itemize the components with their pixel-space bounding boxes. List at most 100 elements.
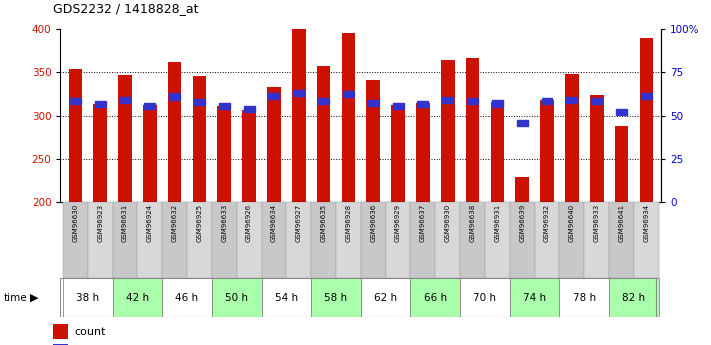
Bar — [435, 202, 460, 278]
Text: GSM96931: GSM96931 — [494, 204, 501, 242]
Text: GSM96635: GSM96635 — [321, 204, 326, 242]
Bar — [112, 202, 137, 278]
Bar — [212, 278, 262, 317]
Bar — [336, 202, 360, 278]
Bar — [417, 101, 428, 108]
Text: 62 h: 62 h — [374, 293, 397, 303]
Text: 70 h: 70 h — [474, 293, 496, 303]
Bar — [70, 98, 81, 104]
Bar — [360, 278, 410, 317]
Bar — [218, 106, 231, 202]
Bar — [212, 202, 237, 278]
Bar — [262, 278, 311, 317]
Bar — [162, 202, 187, 278]
Text: 58 h: 58 h — [324, 293, 348, 303]
Bar — [118, 75, 132, 202]
Bar — [442, 97, 453, 103]
Bar — [517, 120, 528, 127]
Text: GSM96641: GSM96641 — [619, 204, 624, 242]
Bar — [244, 106, 255, 112]
Text: 42 h: 42 h — [126, 293, 149, 303]
Text: GSM96630: GSM96630 — [73, 204, 78, 242]
Bar — [294, 90, 304, 96]
Text: GSM96638: GSM96638 — [469, 204, 476, 242]
Bar — [584, 202, 609, 278]
Bar — [639, 38, 653, 202]
Bar — [87, 202, 112, 278]
Bar — [311, 278, 360, 317]
Text: GSM96923: GSM96923 — [97, 204, 103, 242]
Text: GSM96925: GSM96925 — [196, 204, 203, 242]
Bar — [441, 60, 454, 202]
Bar — [119, 97, 130, 103]
Bar — [460, 202, 485, 278]
Bar — [560, 202, 584, 278]
Bar — [318, 98, 329, 104]
Bar — [311, 202, 336, 278]
Text: GSM96932: GSM96932 — [544, 204, 550, 242]
Bar — [460, 278, 510, 317]
Bar — [592, 98, 602, 104]
Bar — [63, 278, 112, 317]
Bar — [267, 87, 281, 202]
Text: ▶: ▶ — [30, 293, 38, 303]
Text: 74 h: 74 h — [523, 293, 546, 303]
Bar — [567, 97, 577, 103]
Bar — [168, 62, 181, 202]
Bar — [343, 91, 354, 97]
Bar — [615, 126, 629, 202]
Bar — [93, 104, 107, 202]
Bar — [137, 202, 162, 278]
Text: GSM96934: GSM96934 — [643, 204, 649, 242]
Bar — [237, 202, 262, 278]
Bar — [385, 202, 410, 278]
Bar — [565, 74, 579, 202]
Bar — [609, 278, 659, 317]
Bar — [410, 202, 435, 278]
Bar — [535, 202, 560, 278]
Bar — [609, 202, 634, 278]
Text: GSM96633: GSM96633 — [221, 204, 228, 242]
Text: GSM96639: GSM96639 — [519, 204, 525, 242]
Bar — [112, 278, 162, 317]
Bar — [542, 98, 552, 104]
Bar — [391, 105, 405, 202]
Bar — [95, 101, 106, 108]
Bar — [169, 93, 180, 100]
Bar — [143, 105, 156, 202]
Bar — [416, 103, 429, 202]
Bar — [360, 202, 385, 278]
Bar — [63, 202, 87, 278]
Bar — [510, 202, 535, 278]
Bar — [317, 66, 331, 202]
Text: GSM96928: GSM96928 — [346, 204, 351, 242]
Text: GSM96927: GSM96927 — [296, 204, 301, 242]
Bar — [194, 99, 205, 105]
Bar — [187, 202, 212, 278]
Bar — [366, 80, 380, 202]
Bar — [68, 69, 82, 202]
Bar — [466, 58, 479, 202]
Bar — [540, 100, 554, 202]
Text: GSM96631: GSM96631 — [122, 204, 128, 242]
Text: 66 h: 66 h — [424, 293, 447, 303]
Bar — [492, 100, 503, 107]
Bar — [341, 33, 356, 202]
Bar — [219, 103, 230, 109]
Text: GSM96924: GSM96924 — [146, 204, 153, 242]
Text: GSM96930: GSM96930 — [444, 204, 451, 242]
Bar — [392, 103, 404, 109]
Bar — [491, 102, 504, 202]
Bar — [287, 202, 311, 278]
Bar — [616, 109, 627, 115]
Bar — [53, 344, 68, 345]
Bar — [485, 202, 510, 278]
Text: GSM96640: GSM96640 — [569, 204, 575, 242]
Text: GDS2232 / 1418828_at: GDS2232 / 1418828_at — [53, 2, 199, 16]
Text: 54 h: 54 h — [274, 293, 298, 303]
Bar — [242, 110, 256, 202]
Bar — [590, 95, 604, 202]
Bar — [634, 202, 659, 278]
Text: GSM96933: GSM96933 — [594, 204, 599, 242]
Text: time: time — [4, 293, 27, 303]
